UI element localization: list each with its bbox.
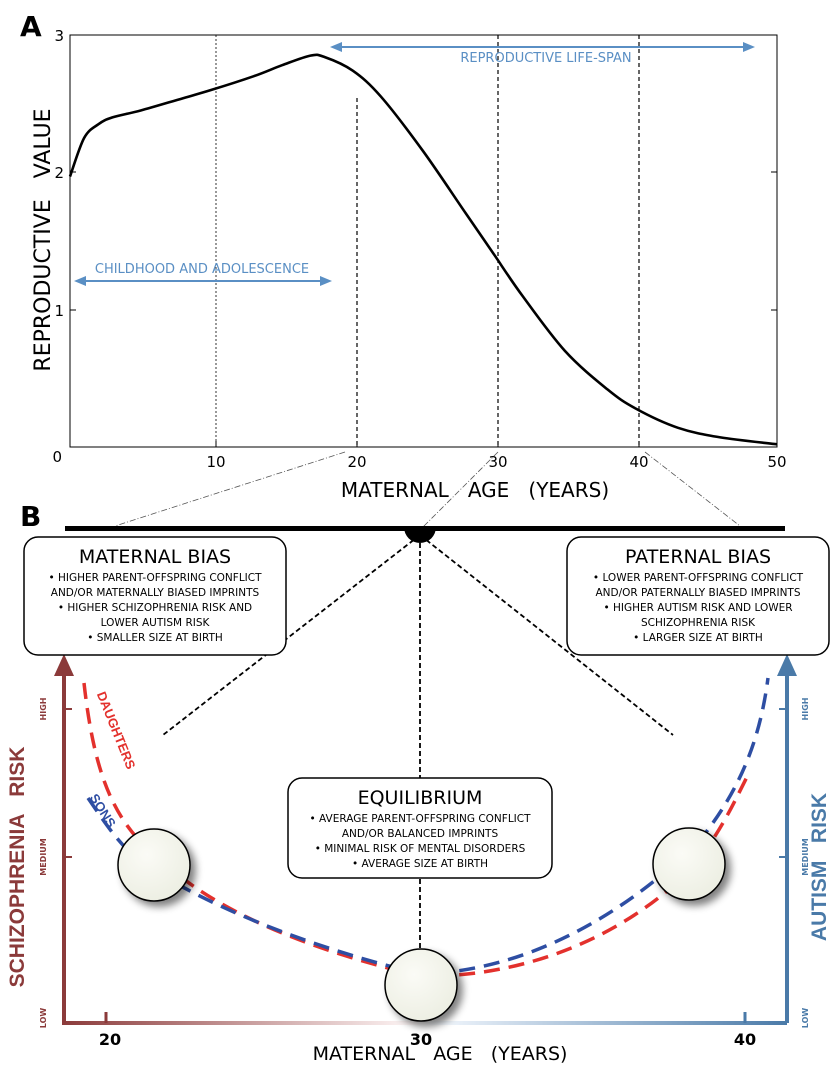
paternal-line-3: • HIGHER AUTISM RISK AND LOWER xyxy=(603,602,792,614)
maternal-bias-title: MATERNAL BIAS xyxy=(79,546,231,568)
schizophrenia-risk-label: SCHIZOPHRENIA RISK xyxy=(6,747,29,988)
paternal-line-1: • LOWER PARENT-OFFSPRING CONFLICT xyxy=(593,572,804,584)
paternal-line-5: • LARGER SIZE AT BIRTH xyxy=(633,632,763,644)
paternal-ball xyxy=(652,827,726,901)
equilibrium-box: EQUILIBRIUM • AVERAGE PARENT-OFFSPRING C… xyxy=(287,777,553,879)
x-tick-label-10: 10 xyxy=(206,453,225,471)
x-tick-label-40: 40 xyxy=(629,453,648,471)
equilibrium-title: EQUILIBRIUM xyxy=(358,787,483,809)
left-level-medium: MEDIUM xyxy=(39,838,48,876)
paternal-line-2: AND/OR PATERNALLY BIASED IMPRINTS xyxy=(595,587,800,599)
right-level-high: HIGH xyxy=(801,698,810,721)
maternal-line-2: AND/OR MATERNALLY BIASED IMPRINTS xyxy=(51,587,260,599)
autism-risk-label: AUTISM RISK xyxy=(808,793,831,941)
maternal-ball xyxy=(117,828,191,902)
panel-connectors xyxy=(114,451,741,531)
reproductive-value-line xyxy=(68,53,778,446)
childhood-label: CHILDHOOD AND ADOLESCENCE xyxy=(95,262,309,277)
panel-a-plot: 0 1 2 3 10 20 30 40 50 REPRODUCTIVE VALU… xyxy=(31,27,787,502)
sons-label: SONS xyxy=(87,791,119,830)
x-tick-label-20: 20 xyxy=(347,453,366,471)
y-tick-label-3: 3 xyxy=(54,27,64,45)
pendulum-strings xyxy=(162,534,674,985)
equilibrium-line-3: • MINIMAL RISK OF MENTAL DISORDERS xyxy=(315,843,526,855)
paternal-bias-box: PATERNAL BIAS • LOWER PARENT-OFFSPRING C… xyxy=(566,536,830,656)
panel-b-x-tick-30: 30 xyxy=(410,1030,432,1049)
childhood-arrow xyxy=(74,276,332,286)
panel-b-x-tick-20: 20 xyxy=(99,1030,121,1049)
equilibrium-line-1: • AVERAGE PARENT-OFFSPRING CONFLICT xyxy=(309,813,531,825)
panel-b-x-tick-40: 40 xyxy=(734,1030,756,1049)
left-level-high: HIGH xyxy=(39,698,48,721)
y-tick-label-2: 2 xyxy=(54,164,64,182)
left-level-low: LOW xyxy=(39,1008,48,1029)
maternal-bias-box: MATERNAL BIAS • HIGHER PARENT-OFFSPRING … xyxy=(23,536,287,656)
x-tick-label-50: 50 xyxy=(767,453,786,471)
right-level-medium: MEDIUM xyxy=(801,838,810,876)
y-axis-label: REPRODUCTIVE VALUE xyxy=(31,108,56,371)
panel-b-x-axis-label: MATERNAL AGE (YEARS) xyxy=(313,1043,568,1065)
reproductive-lifespan-arrow xyxy=(330,42,755,52)
panel-a-letter: A xyxy=(20,10,42,43)
equilibrium-line-4: • AVERAGE SIZE AT BIRTH xyxy=(352,858,488,870)
equilibrium-ball xyxy=(384,948,458,1022)
paternal-line-4: SCHIZOPHRENIA RISK xyxy=(641,617,756,629)
y-tick-label-1: 1 xyxy=(54,302,64,320)
panel-b-letter: B xyxy=(20,500,41,533)
autism-axis xyxy=(743,654,797,1023)
x-axis-label: MATERNAL AGE (YEARS) xyxy=(341,478,609,502)
paternal-bias-title: PATERNAL BIAS xyxy=(625,546,771,568)
x-tick-label-30: 30 xyxy=(488,453,507,471)
maternal-age-baseline xyxy=(62,1021,787,1025)
maternal-line-5: • SMALLER SIZE AT BIRTH xyxy=(87,632,223,644)
right-level-low: LOW xyxy=(801,1008,810,1029)
equilibrium-line-2: AND/OR BALANCED IMPRINTS xyxy=(342,828,499,840)
y-tick-label-0: 0 xyxy=(52,448,62,466)
daughters-label: DAUGHTERS xyxy=(94,689,139,771)
maternal-line-1: • HIGHER PARENT-OFFSPRING CONFLICT xyxy=(48,572,262,584)
plot-frame xyxy=(69,34,778,448)
y-axis-ticks xyxy=(70,34,777,448)
schizophrenia-axis xyxy=(54,654,108,1023)
reproductive-lifespan-label: REPRODUCTIVE LIFE-SPAN xyxy=(460,51,631,66)
maternal-line-4: LOWER AUTISM RISK xyxy=(101,617,211,629)
maternal-line-3: • HIGHER SCHIZOPHRENIA RISK AND xyxy=(58,602,252,614)
